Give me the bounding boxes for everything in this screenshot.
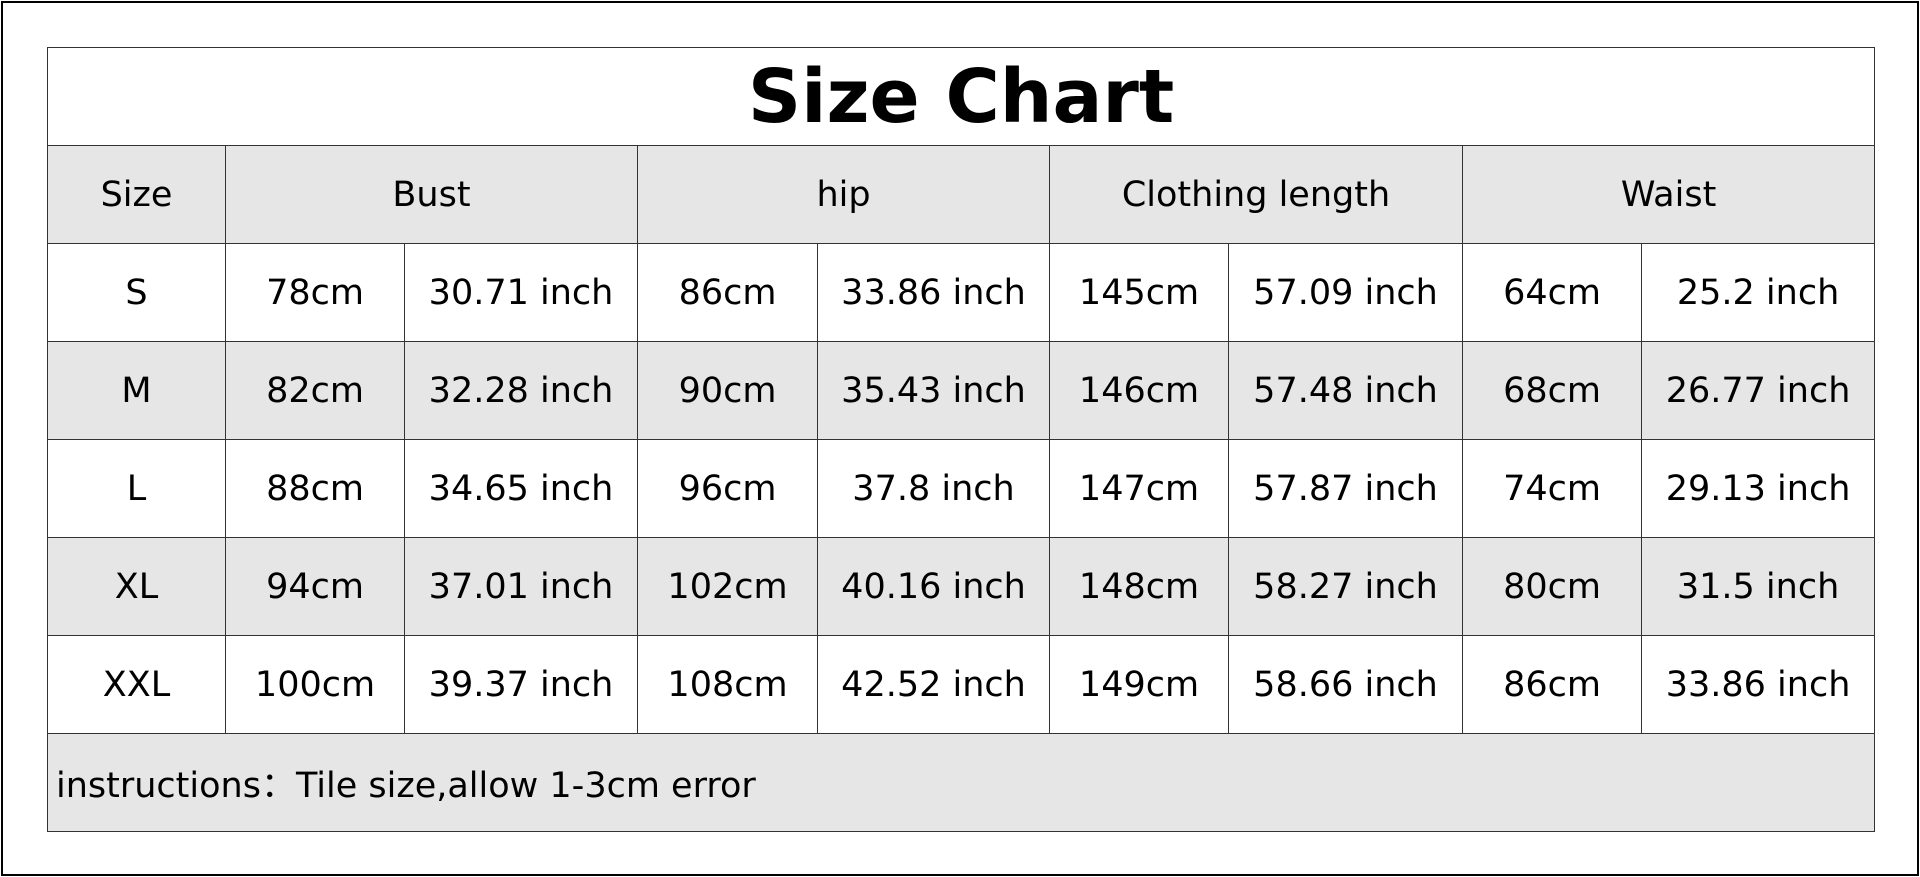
measurement-cell: 82cm	[225, 341, 405, 440]
measurement-cell: 34.65 inch	[404, 439, 638, 538]
measurement-cell: 108cm	[637, 635, 818, 734]
measurement-cell: 39.37 inch	[404, 635, 638, 734]
measurement-cell: 29.13 inch	[1640, 439, 1876, 538]
table-row: L 88cm 34.65 inch 96cm 37.8 inch 147cm 57.87 i…	[47, 439, 1876, 538]
measurement-cell: 146cm	[1049, 341, 1229, 440]
measurement-cell: 96cm	[637, 439, 818, 538]
measurement-cell: 147cm	[1049, 439, 1229, 538]
header-hip: hip	[637, 145, 1050, 244]
measurement-cell: 58.27 inch	[1228, 537, 1463, 636]
measurement-cell: 57.87 inch	[1228, 439, 1463, 538]
size-chart-table: Size Chart Size Bust hip Clothing length…	[46, 47, 1876, 832]
measurement-cell: 57.09 inch	[1228, 243, 1463, 342]
table-row: XL 94cm 37.01 inch 102cm 40.16 inch 148cm 58.2…	[47, 537, 1876, 636]
size-cell: XXL	[47, 635, 226, 734]
measurement-cell: 149cm	[1049, 635, 1229, 734]
size-cell: S	[47, 243, 226, 342]
measurement-cell: 148cm	[1049, 537, 1229, 636]
measurement-cell: 88cm	[225, 439, 405, 538]
measurement-cell: 37.01 inch	[404, 537, 638, 636]
measurement-cell: 78cm	[225, 243, 405, 342]
measurement-cell: 33.86 inch	[817, 243, 1050, 342]
table-row: M 82cm 32.28 inch 90cm 35.43 inch 146cm 57.48 …	[47, 341, 1876, 440]
header-waist: Waist	[1461, 145, 1876, 244]
measurement-cell: 26.77 inch	[1640, 341, 1876, 440]
header-bust: Bust	[225, 145, 638, 244]
measurement-cell: 100cm	[225, 635, 405, 734]
instructions-note: instructions：Tile size,allow 1-3cm error	[46, 733, 1876, 832]
measurement-cell: 74cm	[1462, 439, 1642, 538]
measurement-cell: 80cm	[1462, 537, 1642, 636]
measurement-cell: 58.66 inch	[1228, 635, 1463, 734]
measurement-cell: 37.8 inch	[817, 439, 1050, 538]
header-clothing-length: Clothing length	[1049, 145, 1463, 244]
measurement-cell: 31.5 inch	[1640, 537, 1876, 636]
measurement-cell: 35.43 inch	[817, 341, 1050, 440]
measurement-cell: 86cm	[637, 243, 818, 342]
measurement-cell: 68cm	[1462, 341, 1642, 440]
chart-title: Size Chart	[46, 47, 1876, 146]
measurement-cell: 94cm	[225, 537, 405, 636]
measurement-cell: 64cm	[1462, 243, 1642, 342]
measurement-cell: 25.2 inch	[1640, 243, 1876, 342]
measurement-cell: 42.52 inch	[817, 635, 1050, 734]
table-row: XXL 100cm 39.37 inch 108cm 42.52 inch 149cm 58…	[47, 635, 1876, 734]
measurement-cell: 86cm	[1462, 635, 1642, 734]
measurement-cell: 40.16 inch	[817, 537, 1050, 636]
measurement-cell: 30.71 inch	[404, 243, 638, 342]
size-cell: M	[47, 341, 226, 440]
measurement-cell: 33.86 inch	[1640, 635, 1876, 734]
size-cell: L	[47, 439, 226, 538]
size-cell: XL	[47, 537, 226, 636]
measurement-cell: 145cm	[1049, 243, 1229, 342]
measurement-cell: 102cm	[637, 537, 818, 636]
measurement-cell: 32.28 inch	[404, 341, 638, 440]
header-size: Size	[47, 145, 226, 244]
header-row: Size Bust hip Clothing length Waist	[47, 145, 1876, 244]
footer-row: instructions：Tile size,allow 1-3cm error	[46, 733, 1876, 832]
measurement-cell: 57.48 inch	[1228, 341, 1463, 440]
table-row: S 78cm 30.71 inch 86cm 33.86 inch 145cm 57.09 …	[47, 243, 1876, 342]
measurement-cell: 90cm	[637, 341, 818, 440]
